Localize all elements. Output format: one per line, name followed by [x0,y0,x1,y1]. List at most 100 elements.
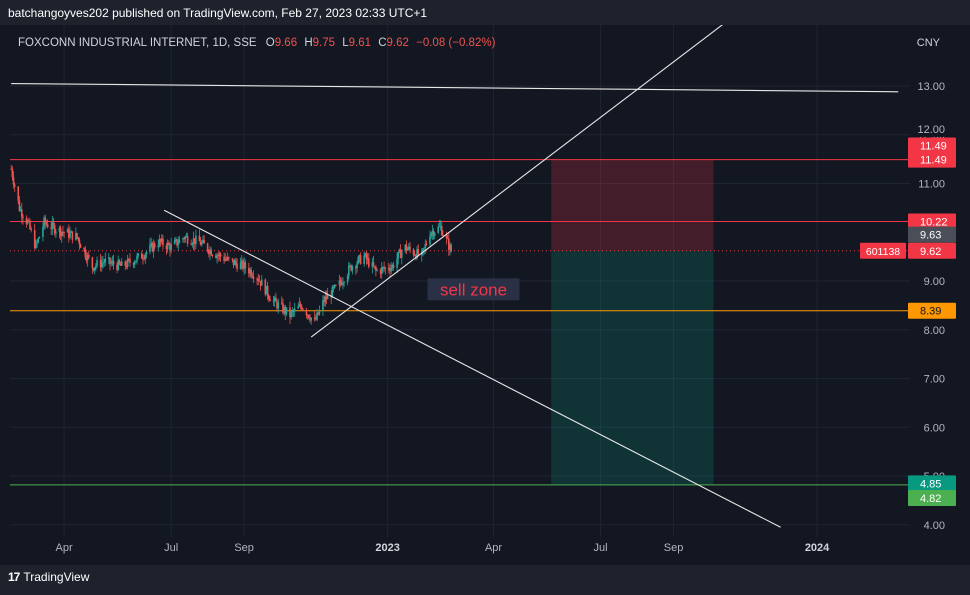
candle-body [400,251,403,258]
candle-body [38,236,41,239]
candle-body [275,297,277,302]
candle-body [340,282,343,285]
time-tick-label: 2023 [375,542,399,554]
candle-body [209,249,211,254]
candle-body [124,261,127,266]
time-axis[interactable]: Apr Jul Sep 2023 Apr Jul Sep 2024 [56,542,831,554]
candle-body [437,226,440,233]
candle-body [119,263,122,266]
candle-body [84,249,87,258]
candle-body [408,246,410,249]
candle-body [251,276,254,277]
candle-body [417,249,420,255]
trendlines[interactable] [11,22,899,528]
candle-body [391,265,394,268]
candle-body [424,244,427,248]
close-value: 9.62 [387,37,409,49]
candle-body [177,243,180,246]
chart-area[interactable]: sell zone 4.005.006.007.008.009.0011.001… [0,22,970,565]
candle-body [20,209,23,217]
time-tick-label: Apr [56,542,73,554]
trendline [163,209,781,528]
candle-body [125,265,128,267]
candle-body [439,225,442,227]
candle-body [358,255,361,258]
candle-body [192,238,195,245]
candle-body [256,278,258,280]
candle-body [29,220,31,229]
candle-body [50,227,52,230]
candle-body [333,285,336,288]
candle-body [259,280,262,286]
candle-body [276,301,278,309]
price-label-background [908,302,956,319]
close-label: C [378,37,386,49]
candle-body [223,256,225,261]
candle-body [153,243,156,248]
candle-body [190,243,192,245]
candle-body [160,238,163,242]
candle-body [423,247,425,249]
candle-body [36,242,38,244]
annotation-layer[interactable]: sell zone [427,278,520,301]
candle-body [117,260,120,270]
low-value: 9.61 [349,37,371,49]
candle-body [231,258,234,260]
candle-body [375,267,377,271]
candle-body [183,238,185,240]
candle-body [366,258,369,260]
price-tick-label: 13.00 [917,81,945,93]
candle-body [59,227,62,237]
footer-brand-text: TradingView [23,570,90,584]
candle-body [297,306,300,309]
candle-body [291,310,294,312]
candle-body [384,267,387,269]
open-value: 9.66 [275,37,297,49]
candle-body [315,318,317,320]
candle-body [313,317,316,319]
candle-body [429,236,431,245]
candle-body [349,265,351,267]
candle-body [178,239,181,244]
candle-body [203,239,205,244]
candle-body [218,253,221,256]
footer-brand[interactable]: 17 TradingView [8,570,89,584]
candle-body [350,265,352,271]
candle-body [342,282,344,285]
candle-body [45,223,48,225]
candle-body [69,232,71,238]
candle-body [376,270,378,271]
price-tick-label: 8.00 [924,325,945,337]
candle-body [88,254,90,258]
candle-body [96,260,98,266]
candle-body [215,255,217,258]
candle-body [355,266,357,269]
candle-body [158,239,161,246]
candle-body [250,269,252,277]
candle-body [109,257,111,264]
candle-body [416,249,418,259]
candle-body [300,306,303,310]
candle-body [37,238,40,243]
candle-body [86,254,89,261]
candle-body [93,267,96,271]
open-label: O [266,37,275,49]
candle-body [405,244,408,251]
horizontal-levels[interactable] [10,159,910,486]
candle-body [440,225,443,236]
candle-body [390,267,392,272]
price-label-background [908,242,956,259]
candle-body [162,238,164,246]
candle-body [112,261,115,265]
candle-body [356,263,358,269]
price-chart[interactable]: sell zone 4.005.006.007.008.009.0011.001… [0,22,970,565]
price-tick-label: 4.00 [924,520,945,532]
candle-body [335,285,337,286]
candle-body [142,258,144,260]
candle-body [35,242,37,248]
candle-body [76,233,78,238]
time-tick-label: Sep [664,542,684,554]
price-axis[interactable]: 4.005.006.007.008.009.0011.0012.0013.001… [860,25,970,565]
candle-body [58,227,61,232]
short-position-box[interactable] [551,159,714,485]
